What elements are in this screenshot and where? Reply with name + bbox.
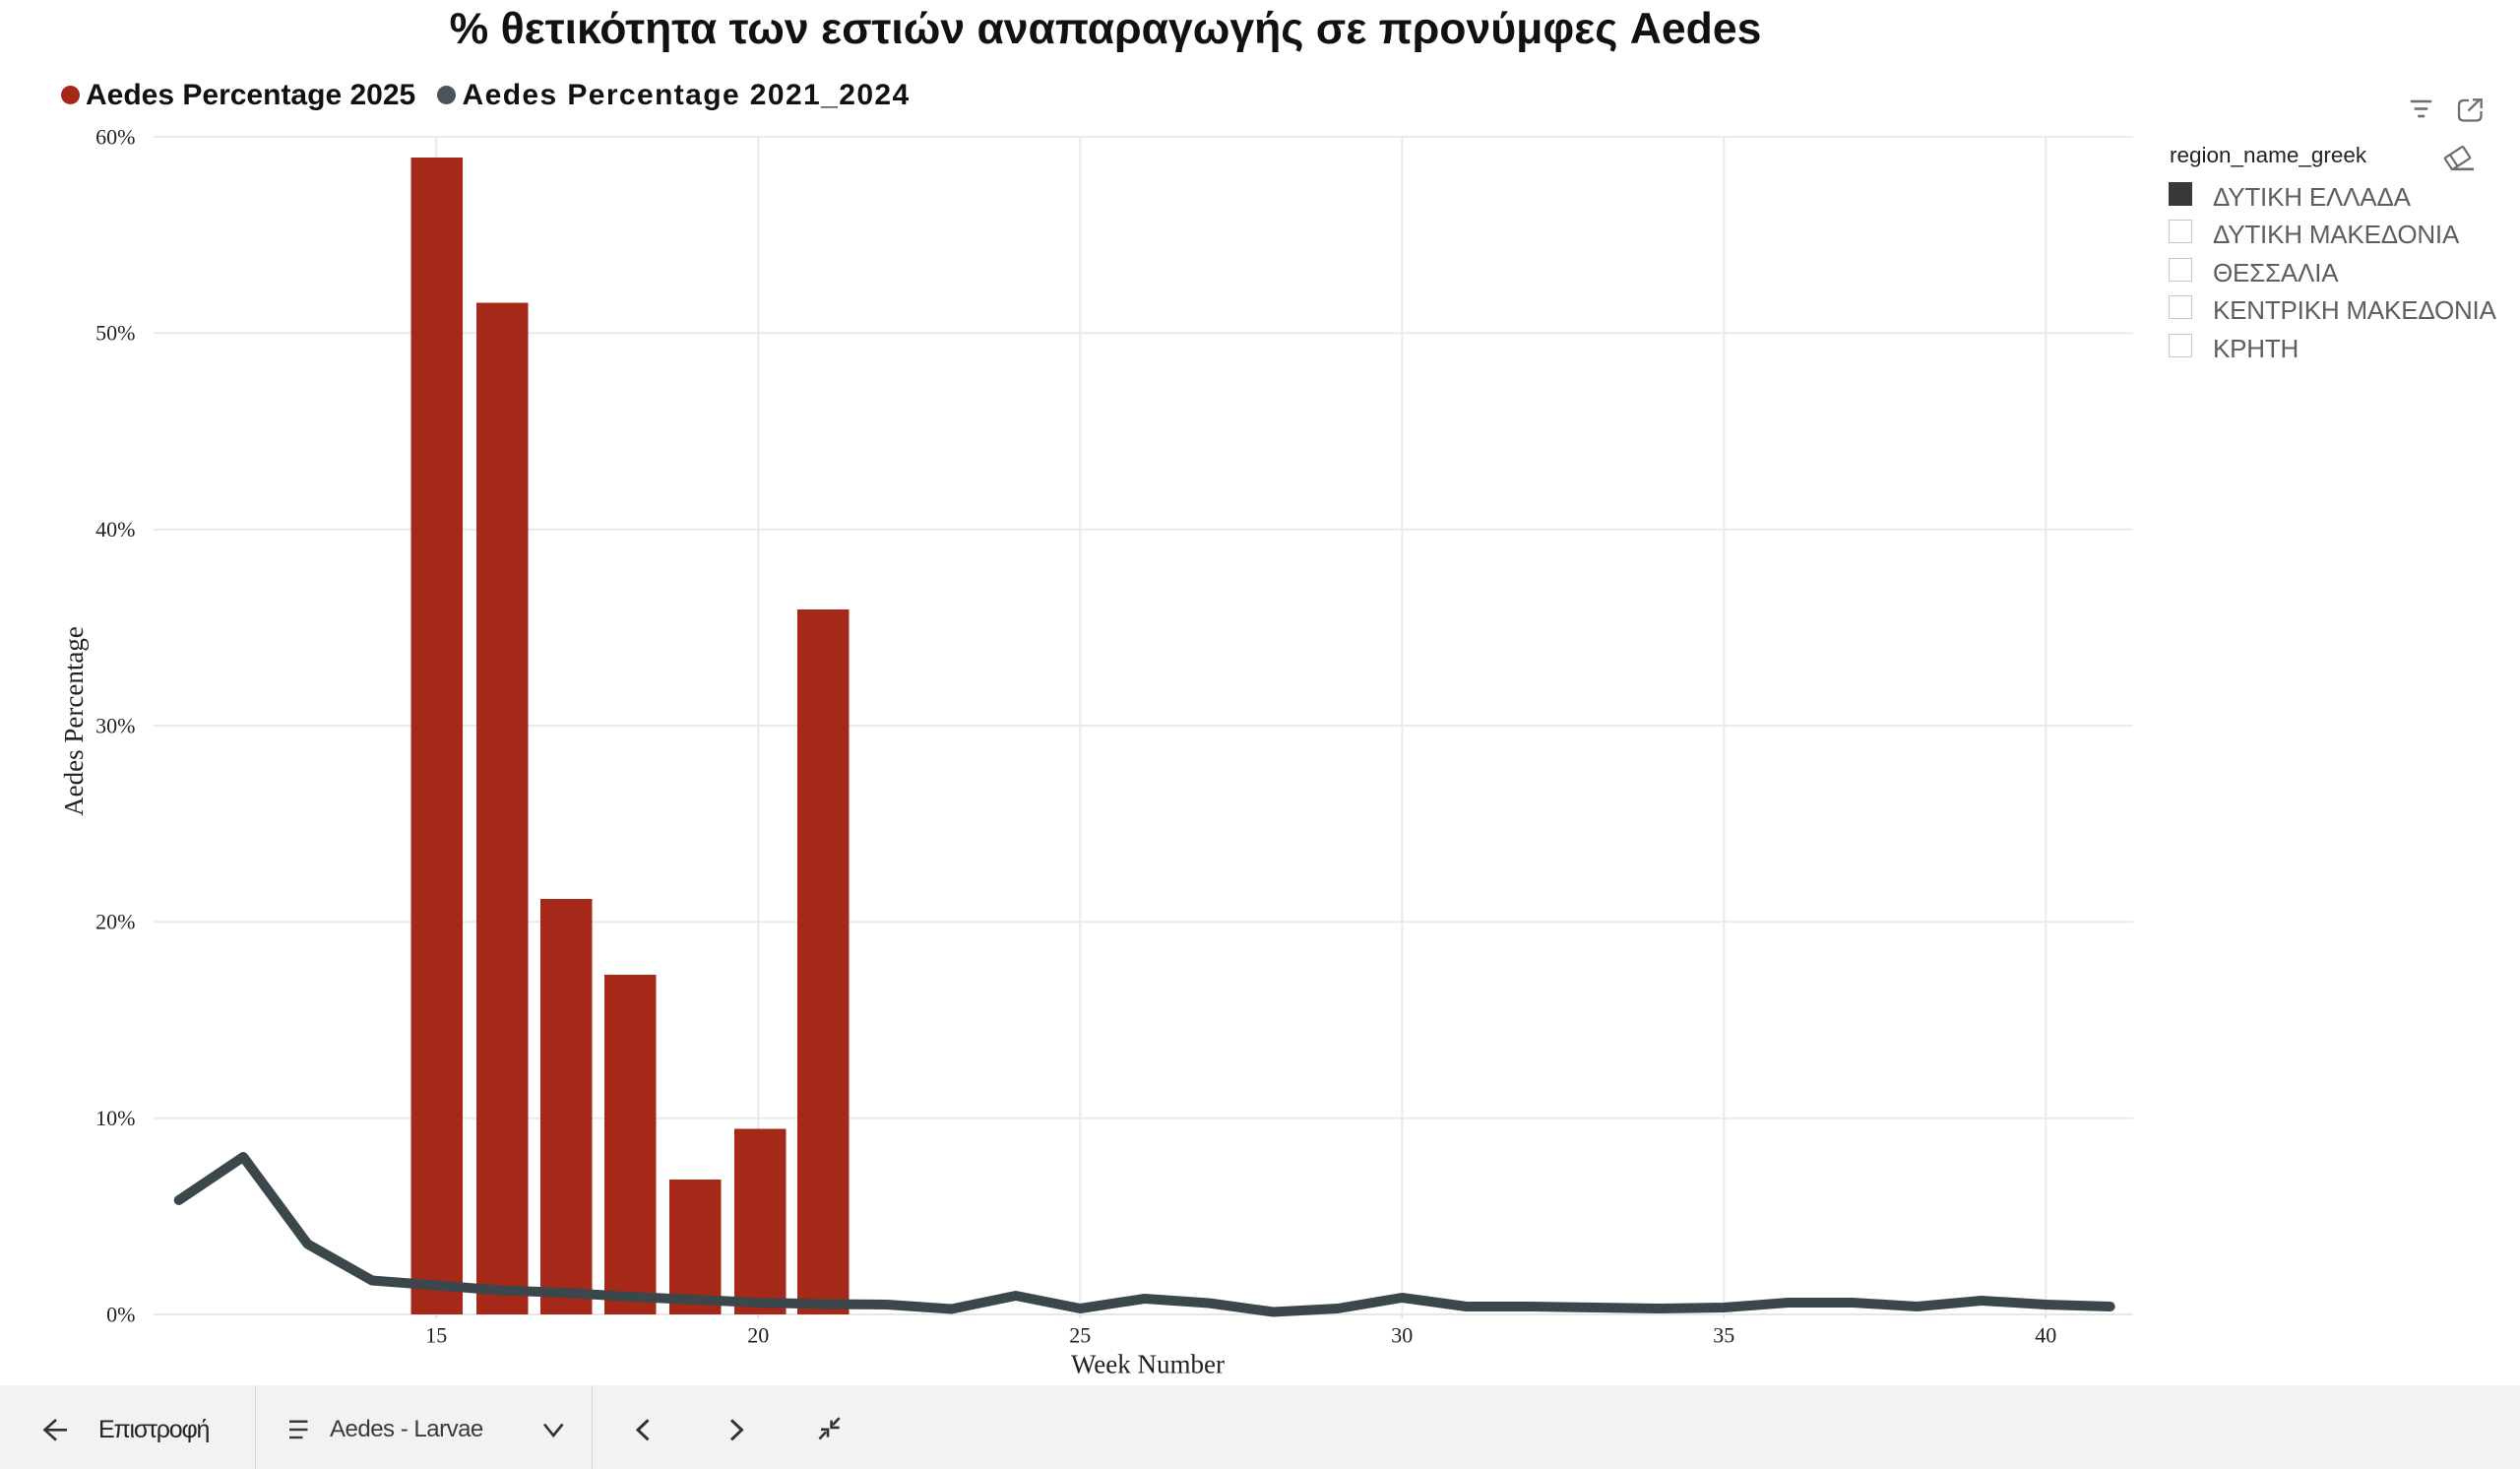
- svg-text:25: 25: [1069, 1323, 1091, 1348]
- svg-text:Aedes Percentage: Aedes Percentage: [59, 626, 89, 816]
- svg-text:15: 15: [425, 1323, 447, 1348]
- svg-text:30: 30: [1391, 1323, 1413, 1348]
- svg-text:20: 20: [747, 1323, 769, 1348]
- svg-text:30%: 30%: [95, 713, 135, 737]
- svg-text:35: 35: [1713, 1323, 1734, 1348]
- svg-text:0%: 0%: [106, 1302, 135, 1326]
- svg-text:40%: 40%: [95, 517, 135, 542]
- svg-text:20%: 20%: [95, 910, 135, 934]
- svg-text:10%: 10%: [95, 1106, 135, 1130]
- svg-text:40: 40: [2035, 1323, 2056, 1348]
- svg-text:Week Number: Week Number: [1071, 1350, 1225, 1379]
- svg-text:50%: 50%: [95, 321, 135, 346]
- svg-text:60%: 60%: [95, 124, 135, 149]
